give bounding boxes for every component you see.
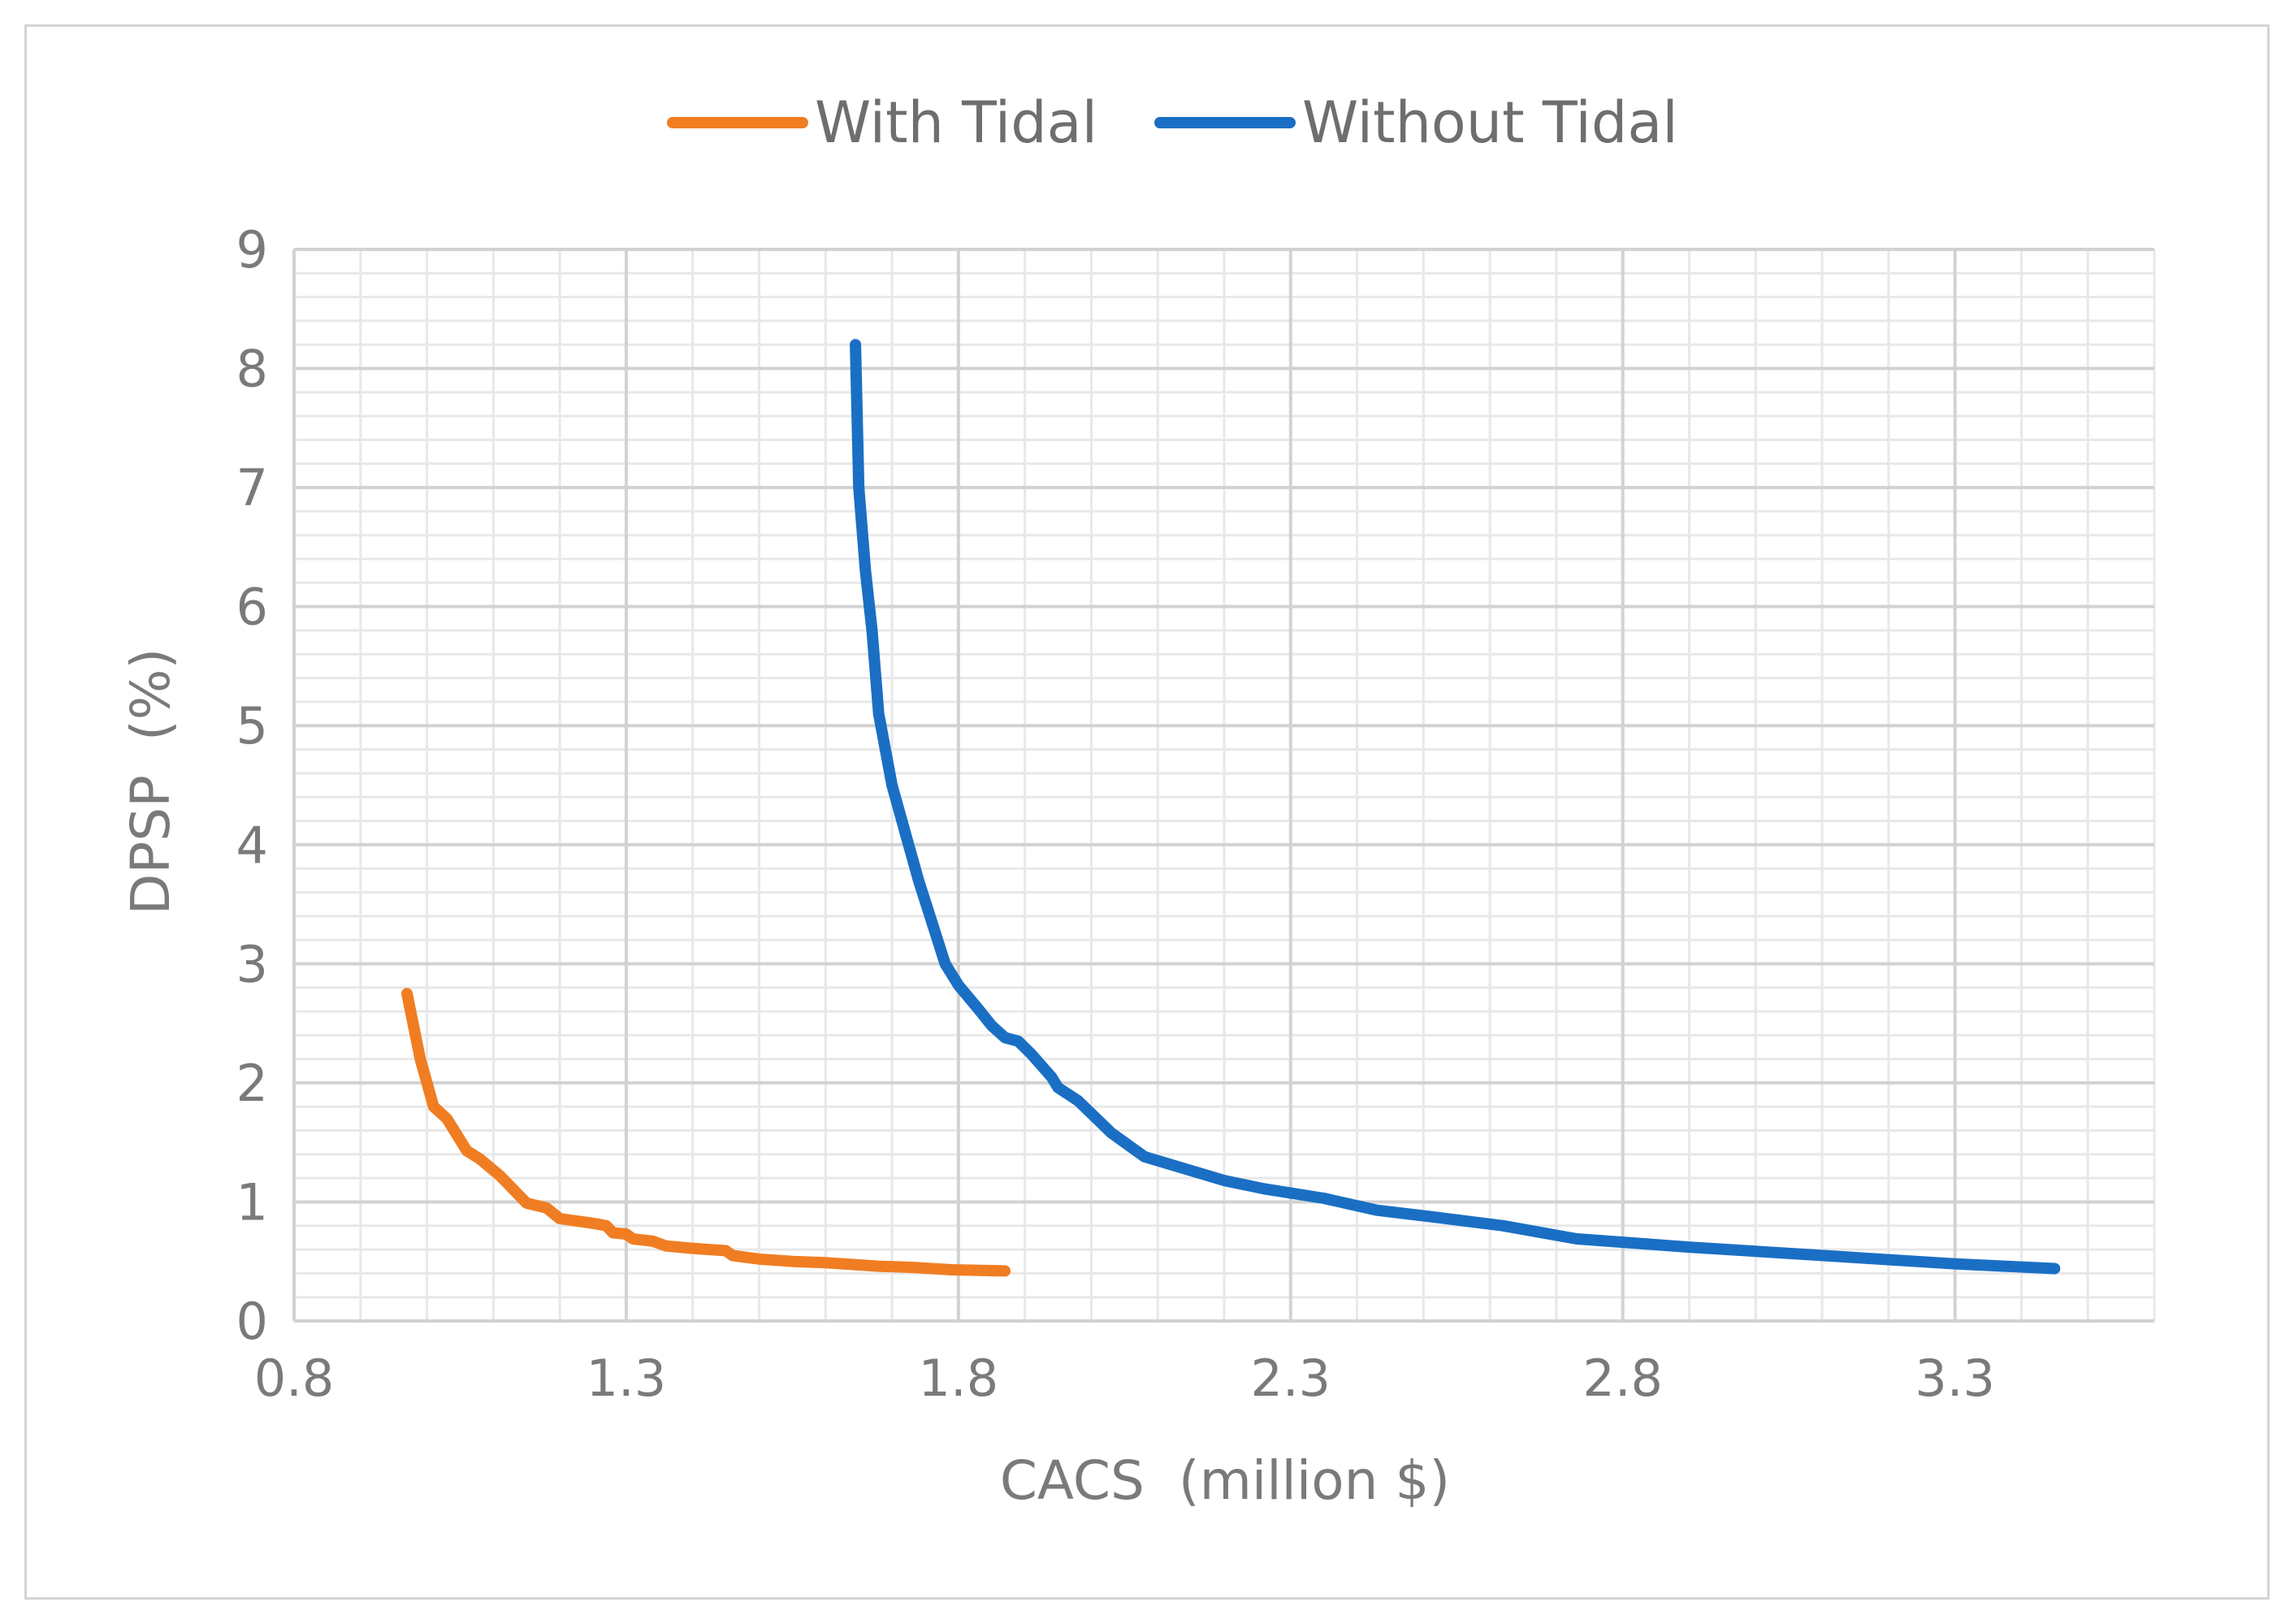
x-tick-label: 2.8 bbox=[1582, 1349, 1663, 1408]
y-axis-tick-labels: 0 1 2 3 4 5 6 7 8 9 bbox=[236, 220, 268, 1351]
legend-label-without-tidal: Without Tidal bbox=[1302, 89, 1678, 156]
y-tick-label: 8 bbox=[236, 340, 268, 399]
y-tick-label: 7 bbox=[236, 458, 268, 518]
x-tick-label: 0.8 bbox=[254, 1349, 335, 1408]
legend-label-with-tidal: With Tidal bbox=[815, 89, 1097, 156]
x-axis-tick-labels: 0.8 1.3 1.8 2.3 2.8 3.3 bbox=[254, 1349, 1995, 1408]
x-axis-title: CACS (million $) bbox=[1000, 1449, 1450, 1512]
major-gridlines bbox=[292, 248, 2154, 1323]
x-tick-label: 1.3 bbox=[586, 1349, 667, 1408]
y-tick-label: 5 bbox=[236, 696, 268, 756]
chart-frame bbox=[24, 24, 2270, 1600]
x-tick-label: 2.3 bbox=[1250, 1349, 1331, 1408]
y-tick-label: 1 bbox=[236, 1172, 268, 1232]
y-tick-label: 0 bbox=[236, 1292, 268, 1351]
series-line-with-tidal bbox=[401, 988, 1011, 1277]
series-lines bbox=[401, 339, 2061, 1277]
y-tick-label: 9 bbox=[236, 220, 268, 279]
y-tick-label: 3 bbox=[236, 934, 268, 994]
x-tick-label: 3.3 bbox=[1915, 1349, 1995, 1408]
legend: With Tidal Without Tidal bbox=[667, 89, 1678, 156]
minor-gridlines bbox=[294, 249, 2156, 1321]
y-tick-label: 2 bbox=[236, 1054, 268, 1113]
y-tick-label: 6 bbox=[236, 578, 268, 637]
y-tick-label: 4 bbox=[236, 816, 268, 875]
series-line-without-tidal bbox=[850, 339, 2061, 1275]
x-tick-label: 1.8 bbox=[919, 1349, 999, 1408]
y-axis-title: DPSP (%) bbox=[119, 648, 182, 916]
